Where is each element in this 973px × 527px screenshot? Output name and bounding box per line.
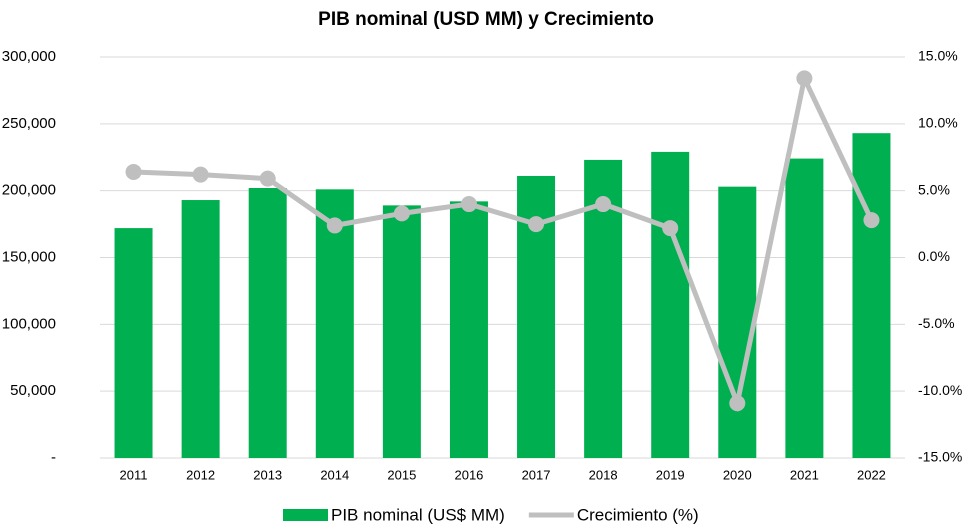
chart-title: PIB nominal (USD MM) y Crecimiento (318, 9, 654, 30)
y2-tick-label: 5.0% (918, 181, 950, 197)
line-marker (192, 166, 209, 183)
y2-tick-label: 0.0% (918, 248, 950, 264)
x-tick-label: 2021 (790, 467, 819, 482)
bar (248, 187, 287, 458)
line-marker (863, 212, 880, 229)
line-marker (326, 217, 343, 234)
y-tick-label: 50,000 (10, 382, 56, 399)
bar (651, 151, 690, 459)
y-tick-label: 300,000 (2, 48, 56, 65)
x-tick-label: 2016 (454, 467, 483, 482)
y-tick-label: - (51, 449, 56, 466)
line-marker (393, 205, 410, 222)
x-tick-label: 2011 (120, 467, 148, 482)
x-tick-label: 2018 (589, 467, 618, 482)
y2-tick-label: -15.0% (918, 449, 962, 465)
y-tick-label: 150,000 (2, 248, 56, 265)
legend-swatch (283, 509, 328, 521)
line-marker (729, 395, 746, 412)
bar (114, 228, 153, 458)
x-tick-label: 2012 (186, 467, 215, 482)
y2-tick-label: 10.0% (918, 115, 958, 131)
y2-tick-label: 15.0% (918, 48, 958, 64)
y-tick-label: 100,000 (2, 315, 56, 332)
line-marker (595, 196, 612, 213)
x-tick-label: 2022 (857, 467, 886, 482)
legend-label: Crecimiento (%) (577, 505, 699, 524)
bar (181, 200, 220, 459)
line-marker (460, 196, 477, 213)
line-marker (125, 163, 142, 180)
y2-tick-label: -5.0% (918, 315, 955, 331)
x-tick-label: 2015 (387, 467, 416, 482)
bar (315, 189, 354, 458)
bar (718, 186, 757, 458)
x-tick-label: 2013 (253, 467, 282, 482)
bar (449, 201, 488, 459)
y2-tick-label: -10.0% (918, 382, 962, 398)
y-tick-label: 250,000 (2, 115, 56, 132)
bar (852, 133, 891, 458)
line-marker (662, 220, 679, 237)
y-tick-label: 200,000 (2, 182, 56, 199)
line-marker (259, 170, 276, 187)
x-tick-label: 2017 (522, 467, 551, 482)
legend-label: PIB nominal (US$ MM) (331, 505, 505, 524)
bar (785, 158, 824, 458)
bar (382, 205, 421, 458)
line-marker (796, 70, 813, 87)
x-tick-label: 2014 (320, 467, 349, 482)
line-marker (528, 216, 545, 233)
x-tick-label: 2020 (723, 467, 752, 482)
line (133, 70, 874, 413)
x-tick-label: 2019 (656, 467, 685, 482)
